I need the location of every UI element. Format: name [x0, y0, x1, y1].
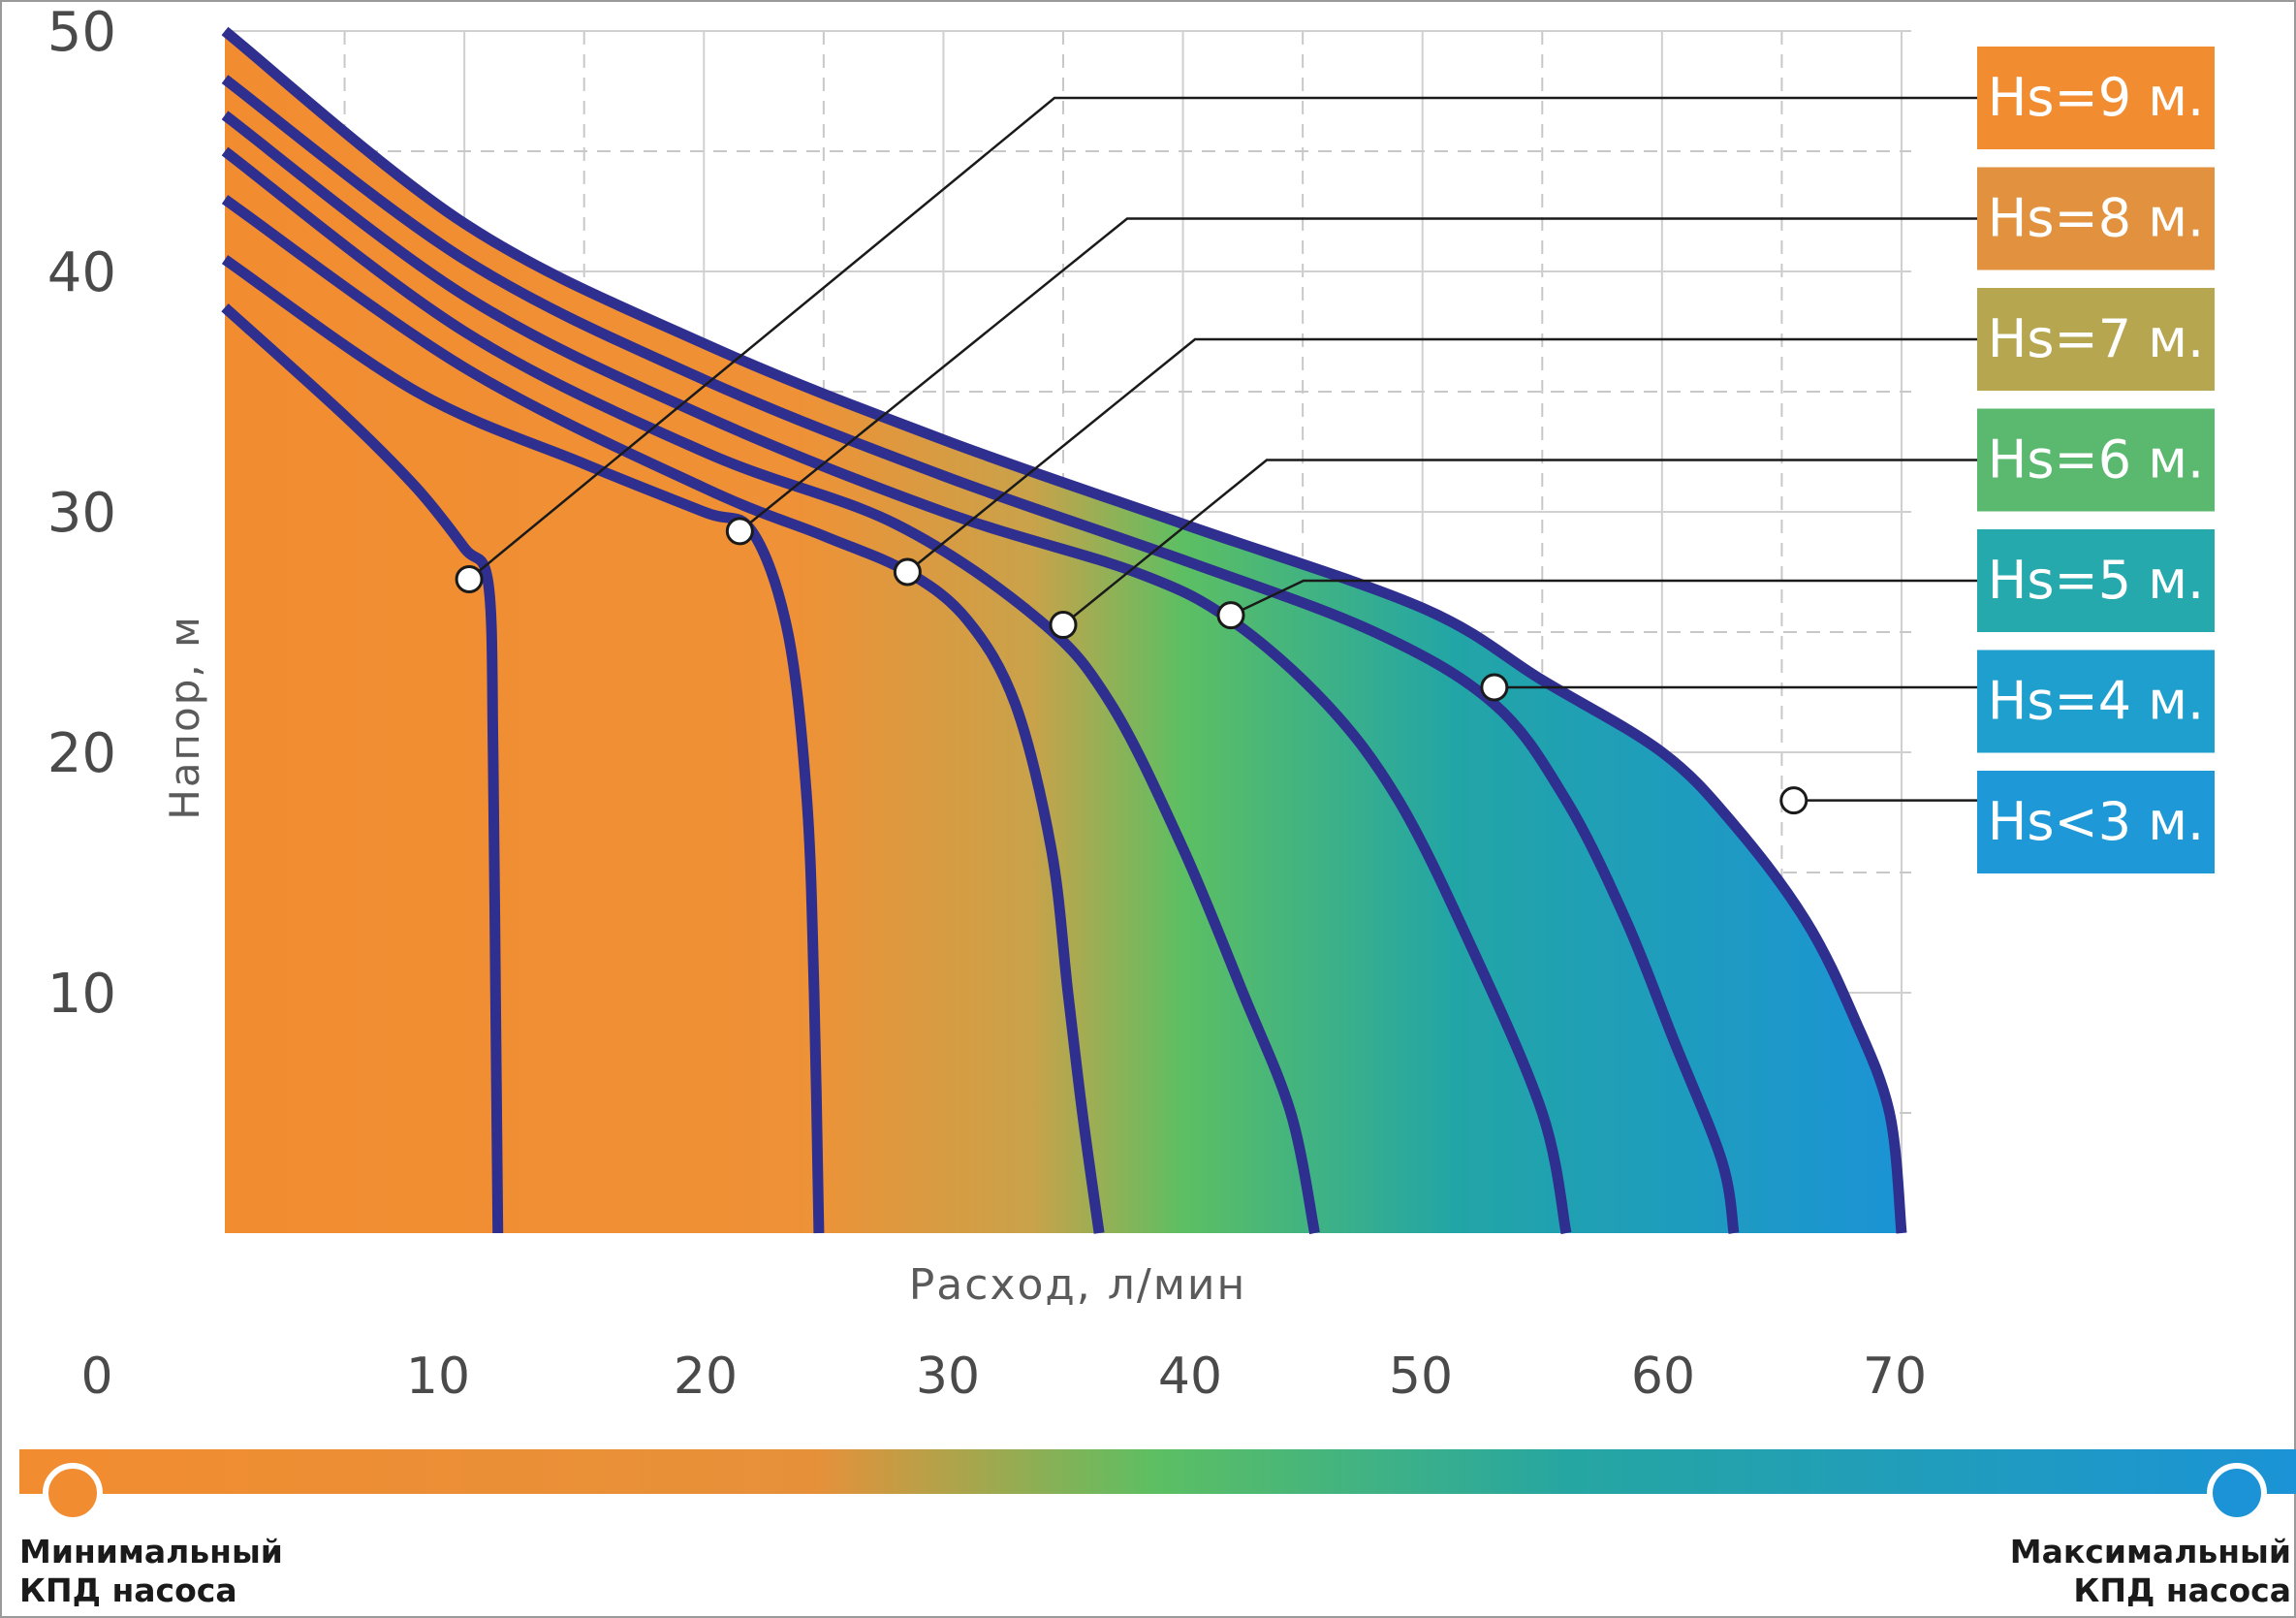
curve-series-3	[221, 111, 1572, 1235]
min-efficiency-label-line1: Минимальный	[19, 1533, 283, 1570]
curve-marker	[1779, 786, 1808, 815]
series-label-text: Hs=8 м.	[1988, 188, 2204, 249]
leader-lines-group	[468, 96, 1977, 802]
series-label-text: Hs<3 м.	[1988, 791, 2204, 852]
series-label: Hs=4 м.	[1977, 650, 2215, 753]
curves-group	[221, 26, 1907, 1235]
series-label: Hs=9 м.	[1977, 47, 2215, 149]
curve-series-7	[221, 303, 504, 1234]
series-label-box	[1977, 47, 2215, 149]
leader-line	[906, 337, 1977, 573]
curve-series-1	[221, 26, 1907, 1234]
min-efficiency-label-line2: КПД насоса	[19, 1571, 237, 1609]
curve-marker	[1480, 673, 1509, 702]
series-label-text: Hs=9 м.	[1988, 67, 2204, 128]
x-tick-label: 20	[674, 1348, 738, 1406]
curve-marker	[455, 564, 484, 593]
series-label: Hs<3 м.	[1977, 771, 2215, 873]
min-efficiency-marker	[43, 1463, 103, 1523]
series-label: Hs=7 м.	[1977, 288, 2215, 391]
series-label-text: Hs=4 м.	[1988, 671, 2204, 732]
y-tick-label: 20	[47, 722, 116, 785]
series-label-text: Hs=6 м.	[1988, 429, 2204, 491]
y-tick-label: 50	[47, 1, 116, 64]
x-tick-label: 30	[916, 1348, 980, 1406]
efficiency-gradient-bar	[19, 1449, 2296, 1494]
curve-series-2	[221, 75, 1740, 1234]
curve-series-6	[221, 255, 825, 1234]
y-axis-title: Напор, м	[161, 615, 208, 820]
x-axis-title: Расход, л/мин	[909, 1260, 1247, 1310]
series-label-text: Hs=7 м.	[1988, 308, 2204, 369]
x-tick-label: 70	[1863, 1348, 1927, 1406]
curve-series-5	[221, 195, 1105, 1234]
series-label-box	[1977, 167, 2215, 270]
curve-marker	[1216, 601, 1245, 630]
series-label: Hs=5 м.	[1977, 529, 2215, 632]
x-tick-label: 50	[1389, 1348, 1453, 1406]
x-tick-label: 40	[1158, 1348, 1222, 1406]
leader-line	[468, 96, 1977, 581]
series-label-text: Hs=5 м.	[1988, 550, 2204, 611]
series-label-box	[1977, 771, 2215, 873]
curve-series-4	[221, 146, 1320, 1235]
leader-line	[1230, 579, 1977, 617]
leader-line	[1062, 459, 1977, 626]
x-tick-label: 10	[406, 1348, 470, 1406]
markers-group	[455, 517, 1808, 815]
series-label-box	[1977, 650, 2215, 753]
series-label-box	[1977, 408, 2215, 512]
x-tick-label: 0	[80, 1348, 112, 1406]
y-tick-label: 30	[47, 482, 116, 545]
max-efficiency-marker	[2207, 1463, 2267, 1523]
series-label: Hs=6 м.	[1977, 408, 2215, 512]
max-efficiency-label-line1: Максимальный	[2010, 1533, 2291, 1570]
max-efficiency-label-line2: КПД насоса	[2073, 1571, 2291, 1609]
y-tick-label: 10	[47, 963, 116, 1026]
series-labels-group: Hs=9 м. Hs=8 м. Hs=7 м. Hs=6 м. Hs=5 м. Hs=4 …	[1977, 47, 2215, 873]
leader-line	[739, 217, 1977, 532]
series-label-box	[1977, 288, 2215, 391]
tick-labels-group: 0 10 20 30 40 50 60 70 10 20 30 40 50	[47, 1, 1927, 1406]
curve-marker	[893, 557, 922, 587]
curve-marker	[725, 517, 754, 546]
series-label: Hs=8 м.	[1977, 167, 2215, 270]
x-tick-label: 60	[1631, 1348, 1695, 1406]
series-label-box	[1977, 529, 2215, 632]
curve-marker	[1049, 611, 1078, 640]
y-tick-label: 40	[47, 241, 116, 304]
